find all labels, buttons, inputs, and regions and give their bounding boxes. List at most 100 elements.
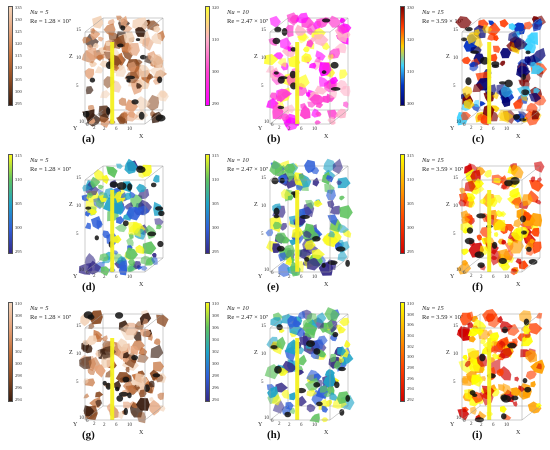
- pore-blob: [484, 169, 492, 178]
- pore-blob: [335, 108, 347, 119]
- pore-blob: [297, 354, 307, 366]
- pore-blob: [327, 116, 336, 125]
- pore-blob: [326, 68, 336, 78]
- pore-blob: [462, 86, 473, 99]
- pore-blob: [137, 412, 146, 424]
- pore-blob: [535, 199, 542, 205]
- panel-caption: (d): [82, 281, 96, 293]
- pore-blob: [123, 31, 135, 44]
- colorbar-tick-label: 315: [15, 153, 22, 158]
- pore-blob: [511, 268, 518, 273]
- y-axis-tick: 6: [271, 123, 274, 128]
- pore-blob: [301, 53, 312, 63]
- colorbar-tick-label: 306: [212, 325, 219, 330]
- pore-blob: [113, 250, 119, 255]
- pore-blob: [302, 322, 318, 336]
- pore-void: [523, 318, 530, 326]
- pore-void: [135, 38, 141, 42]
- z-axis-tick: 15: [453, 324, 458, 329]
- pore-void: [152, 373, 161, 378]
- pore-blobs: [79, 309, 169, 424]
- colorbar-tick-label: 330: [15, 17, 22, 22]
- pore-blob: [536, 312, 543, 319]
- colorbar-tick-label: 302: [407, 343, 414, 349]
- pore-void: [273, 71, 279, 75]
- pore-blob: [304, 239, 316, 250]
- pore-void: [312, 236, 321, 242]
- y-axis-tick: 6: [86, 123, 89, 128]
- pore-blob: [283, 163, 296, 174]
- pore-blob: [285, 401, 294, 411]
- x-axis-tick: 2: [103, 423, 106, 428]
- pore-blob: [323, 374, 336, 388]
- porous-structure-plot: [78, 158, 165, 276]
- pore-void: [85, 206, 92, 210]
- z-axis-tick: 15: [76, 176, 81, 181]
- pore-void: [276, 324, 283, 331]
- panel-caption: (h): [267, 429, 281, 441]
- pore-blob: [107, 166, 115, 173]
- y-axis-tick: 6: [271, 271, 274, 276]
- colorbar: [400, 302, 405, 402]
- x-axis-label: X: [324, 134, 329, 140]
- colorbar-tick-label: 295: [212, 249, 219, 254]
- colorbar-tick-label: 315: [212, 153, 219, 158]
- pore-blob: [86, 47, 97, 61]
- pore-void: [127, 392, 132, 399]
- pore-blob: [151, 256, 158, 266]
- colorbar-tick-label: 325: [15, 29, 22, 34]
- reynolds-label: Re = 2.47 × 10⁷: [227, 166, 269, 173]
- pore-blob: [488, 313, 501, 328]
- heated-column: [295, 190, 300, 272]
- colorbar-tick-label: 330: [407, 5, 414, 10]
- pore-void: [507, 342, 517, 349]
- pore-blob: [153, 338, 161, 345]
- pore-blob: [528, 323, 543, 335]
- colorbar-tick-label: 300: [15, 361, 22, 366]
- reynolds-label: Re = 1.28 × 10⁷: [30, 314, 72, 321]
- pore-void: [277, 76, 285, 84]
- x-axis-tick: 6: [300, 423, 303, 428]
- pore-blob: [159, 90, 168, 98]
- pore-void: [330, 61, 339, 69]
- pore-blobs: [264, 307, 355, 423]
- y-axis-label: Y: [450, 422, 455, 428]
- colorbar-tick-label: 296: [212, 385, 219, 390]
- y-axis-tick: 2: [278, 422, 281, 427]
- pore-void: [460, 37, 468, 42]
- porous-structure-plot: [263, 12, 352, 131]
- pore-blob: [520, 333, 533, 347]
- pore-void: [155, 206, 164, 211]
- pore-void: [476, 213, 486, 219]
- y-axis-label: Y: [258, 126, 263, 132]
- porous-structure-plot: [457, 161, 545, 276]
- pore-void: [82, 110, 90, 118]
- reynolds-label: Re = 3.59 × 10⁷: [422, 314, 464, 321]
- pore-blob: [137, 353, 149, 363]
- z-axis-tick: 10: [261, 56, 266, 61]
- pore-blob: [314, 199, 323, 208]
- pore-blob: [123, 111, 139, 122]
- pore-blob: [90, 27, 96, 35]
- pore-blob: [337, 24, 347, 35]
- pore-blob: [142, 318, 149, 325]
- pore-blob: [113, 34, 127, 47]
- pore-blob: [337, 223, 349, 233]
- y-axis-tick: 2: [470, 126, 473, 131]
- pore-blob: [150, 344, 164, 359]
- pore-void: [127, 183, 133, 191]
- nusselt-label: Nu = 5: [30, 305, 49, 312]
- pore-blob: [278, 252, 287, 262]
- pore-blobs: [265, 158, 353, 277]
- pore-blob: [116, 216, 125, 225]
- colorbar-tick-label: 335: [15, 5, 22, 10]
- pore-blob: [493, 177, 502, 184]
- pore-blob: [499, 19, 509, 28]
- y-axis-tick: 6: [463, 123, 466, 128]
- pore-blob: [490, 53, 498, 62]
- nusselt-label: Nu = 5: [30, 157, 49, 164]
- pore-blob: [462, 354, 468, 361]
- colorbar-tick-label: 310: [212, 37, 219, 42]
- x-axis-tick: 10: [312, 127, 317, 132]
- figure-panel: 315 310 305 300 295 Nu = 15 Re = 3.59 × 10⁷ Z 15…: [372, 148, 550, 296]
